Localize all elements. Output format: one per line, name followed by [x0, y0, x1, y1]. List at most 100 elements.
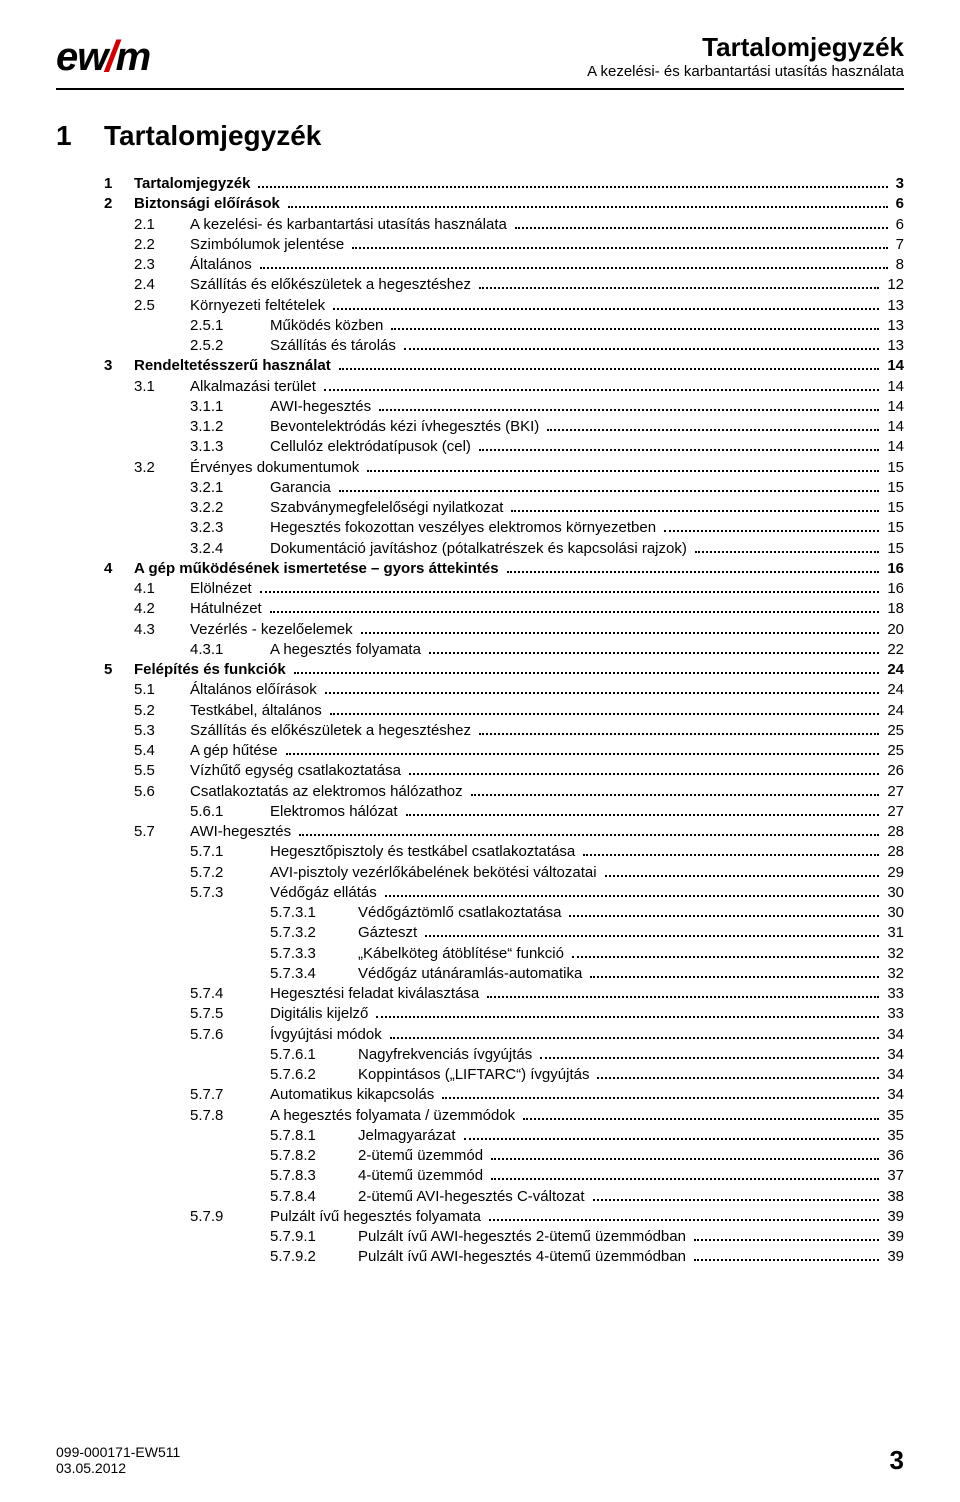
toc-num: 3.2.1 — [190, 478, 270, 498]
toc-num: 3.1.2 — [190, 417, 270, 437]
toc-leader-dots — [695, 539, 879, 553]
toc-row: 2.4Szállítás és előkészületek a hegeszté… — [104, 275, 904, 295]
toc-label: Szabványmegfelelőségi nyilatkozat — [270, 498, 507, 518]
toc-page: 30 — [883, 903, 904, 923]
toc-page: 28 — [883, 822, 904, 842]
toc-page: 32 — [883, 964, 904, 984]
toc-num: 5.7.3.3 — [270, 944, 358, 964]
toc-label: AWI-hegesztés — [190, 822, 295, 842]
toc-row: 5.7.8.22-ütemű üzemmód36 — [104, 1146, 904, 1166]
toc-label: Vízhűtő egység csatlakoztatása — [190, 761, 405, 781]
toc-row: 5.3Szállítás és előkészületek a hegeszté… — [104, 721, 904, 741]
toc-leader-dots — [511, 499, 879, 513]
toc-label: Digitális kijelző — [270, 1004, 372, 1024]
toc-page: 39 — [883, 1207, 904, 1227]
toc-num: 5.7.6.2 — [270, 1065, 358, 1085]
toc-num: 3.1.3 — [190, 437, 270, 457]
toc-page: 15 — [883, 539, 904, 559]
toc-row: 3.2.2Szabványmegfelelőségi nyilatkozat15 — [104, 498, 904, 518]
toc-leader-dots — [479, 438, 879, 452]
header-subtitle: A kezelési- és karbantartási utasítás ha… — [587, 63, 904, 80]
toc-page: 36 — [883, 1146, 904, 1166]
toc-row: 5.7AWI-hegesztés28 — [104, 822, 904, 842]
toc-page: 34 — [883, 1065, 904, 1085]
toc-leader-dots — [330, 701, 880, 715]
toc-page: 39 — [883, 1247, 904, 1267]
toc-label: Bevontelektródás kézi ívhegesztés (BKI) — [270, 417, 543, 437]
toc-leader-dots — [406, 802, 880, 816]
toc-label: Tartalomjegyzék — [134, 174, 254, 194]
toc-page: 22 — [883, 640, 904, 660]
toc-label: „Kábelköteg átöblítése“ funkció — [358, 944, 568, 964]
toc-row: 5.7.7Automatikus kikapcsolás34 — [104, 1085, 904, 1105]
toc-label: Szállítás és előkészületek a hegesztéshe… — [190, 275, 475, 295]
toc-row: 2Biztonsági előírások6 — [104, 194, 904, 214]
toc-leader-dots — [583, 843, 879, 857]
toc-leader-dots — [404, 337, 879, 351]
toc-label: Hegesztési feladat kiválasztása — [270, 984, 483, 1004]
toc-label: Garancia — [270, 478, 335, 498]
toc-label: Felépítés és funkciók — [134, 660, 290, 680]
toc-label: Rendeltetésszerű használat — [134, 356, 335, 376]
toc-label: Gázteszt — [358, 923, 421, 943]
toc-leader-dots — [572, 944, 879, 958]
toc-row: 5.7.3Védőgáz ellátás30 — [104, 883, 904, 903]
toc-num: 5.6 — [134, 782, 190, 802]
toc-num: 2.3 — [134, 255, 190, 275]
toc-page: 14 — [883, 437, 904, 457]
toc-leader-dots — [324, 377, 879, 391]
toc-label: Általános előírások — [190, 680, 321, 700]
toc-page: 27 — [883, 802, 904, 822]
toc-page: 7 — [892, 235, 904, 255]
toc-label: Alkalmazási terület — [190, 377, 320, 397]
toc-label: Vezérlés - kezelőelemek — [190, 620, 357, 640]
toc-page: 13 — [883, 296, 904, 316]
chapter-title: Tartalomjegyzék — [104, 120, 321, 152]
toc-row: 2.3Általános8 — [104, 255, 904, 275]
toc-row: 5.7.2AVI-pisztoly vezérlőkábelének beköt… — [104, 863, 904, 883]
toc-num: 2.1 — [134, 215, 190, 235]
toc-page: 13 — [883, 336, 904, 356]
toc-label: 2-ütemű üzemmód — [358, 1146, 487, 1166]
toc-num: 5.7.8.3 — [270, 1166, 358, 1186]
toc-row: 2.5Környezeti feltételek13 — [104, 296, 904, 316]
toc-row: 5.7.3.1Védőgáztömlő csatlakoztatása30 — [104, 903, 904, 923]
toc-leader-dots — [286, 742, 880, 756]
toc-num: 5.4 — [134, 741, 190, 761]
toc-page: 35 — [883, 1106, 904, 1126]
toc-row: 3.2.4Dokumentáció javításhoz (pótalkatré… — [104, 539, 904, 559]
toc-num: 5.7.9.1 — [270, 1227, 358, 1247]
toc-num: 5.1 — [134, 680, 190, 700]
toc-leader-dots — [260, 580, 880, 594]
toc-num: 5.7.9.2 — [270, 1247, 358, 1267]
toc-page: 33 — [883, 984, 904, 1004]
toc-row: 3.1.3Cellulóz elektródatípusok (cel)14 — [104, 437, 904, 457]
toc-row: 1Tartalomjegyzék3 — [104, 174, 904, 194]
toc-num: 4.2 — [134, 599, 190, 619]
toc-row: 5.7.8.34-ütemű üzemmód37 — [104, 1166, 904, 1186]
header-right: Tartalomjegyzék A kezelési- és karbantar… — [587, 32, 904, 80]
toc-row: 2.5.2Szállítás és tárolás13 — [104, 336, 904, 356]
toc-row: 5.7.6.2Koppintásos („LIFTARC“) ívgyújtás… — [104, 1065, 904, 1085]
toc-leader-dots — [523, 1106, 879, 1120]
toc-num: 5.7.3 — [190, 883, 270, 903]
toc-num: 2.2 — [134, 235, 190, 255]
toc-num: 3.2.3 — [190, 518, 270, 538]
toc-row: 5.1Általános előírások24 — [104, 680, 904, 700]
toc-row: 2.5.1Működés közben13 — [104, 316, 904, 336]
toc-label: Csatlakoztatás az elektromos hálózathoz — [190, 782, 467, 802]
toc-leader-dots — [376, 1005, 879, 1019]
toc-num: 3 — [104, 356, 134, 376]
toc-label: A hegesztés folyamata — [270, 640, 425, 660]
toc-leader-dots — [491, 1167, 879, 1181]
toc-label: Dokumentáció javításhoz (pótalkatrészek … — [270, 539, 691, 559]
toc-row: 3.1.1AWI-hegesztés14 — [104, 397, 904, 417]
toc-page: 13 — [883, 316, 904, 336]
toc-leader-dots — [464, 1126, 880, 1140]
toc-leader-dots — [391, 316, 879, 330]
toc-label: Pulzált ívű AWI-hegesztés 4-ütemű üzemmó… — [358, 1247, 690, 1267]
chapter-number: 1 — [56, 120, 104, 152]
toc-leader-dots — [260, 256, 888, 270]
toc-page: 16 — [883, 579, 904, 599]
toc-page: 14 — [883, 397, 904, 417]
